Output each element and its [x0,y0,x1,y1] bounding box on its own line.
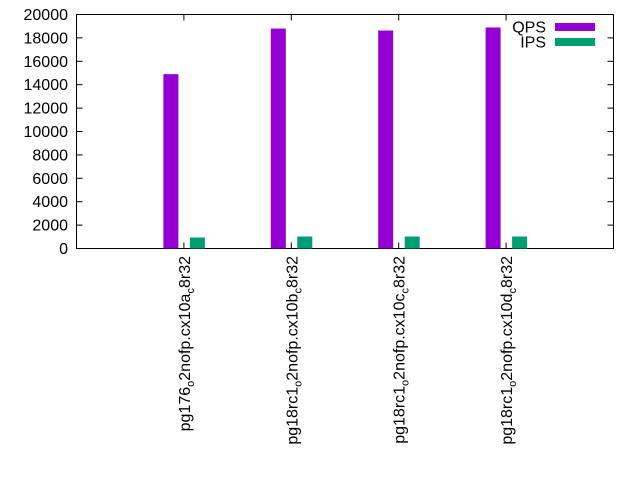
legend-label: QPS [512,20,546,37]
legend-swatch-ips [555,38,595,46]
y-tick-label: 0 [59,241,68,258]
legend-swatch-qps [555,23,595,31]
y-tick-label: 2000 [32,218,68,235]
x-tick-label: pg176o2nofp.cx10ac8r32 [177,256,197,431]
bar-ips [512,236,528,249]
bar-ips [404,236,420,249]
x-tick-label: pg18rc1o2nofp.cx10dc8r32 [499,256,519,445]
bar-qps [378,30,394,249]
y-tick-label: 16000 [24,54,69,71]
y-tick-label: 4000 [32,194,68,211]
x-tick-label: pg18rc1o2nofp.cx10cc8r32 [392,256,412,444]
y-tick-label: 20000 [24,7,69,24]
legend-label: IPS [520,35,546,52]
y-tick-label: 10000 [24,124,69,141]
bar-ips [189,237,205,249]
y-tick-label: 6000 [32,171,68,188]
bar-qps [163,74,179,249]
bar-qps [485,27,501,249]
bar-qps [270,28,286,249]
bar-ips [297,236,313,249]
x-tick-label: pg18rc1o2nofp.cx10bc8r32 [284,256,304,445]
y-tick-label: 8000 [32,147,68,164]
y-tick-label: 14000 [24,77,69,94]
y-tick-label: 12000 [24,101,69,118]
y-tick-label: 18000 [24,30,69,47]
